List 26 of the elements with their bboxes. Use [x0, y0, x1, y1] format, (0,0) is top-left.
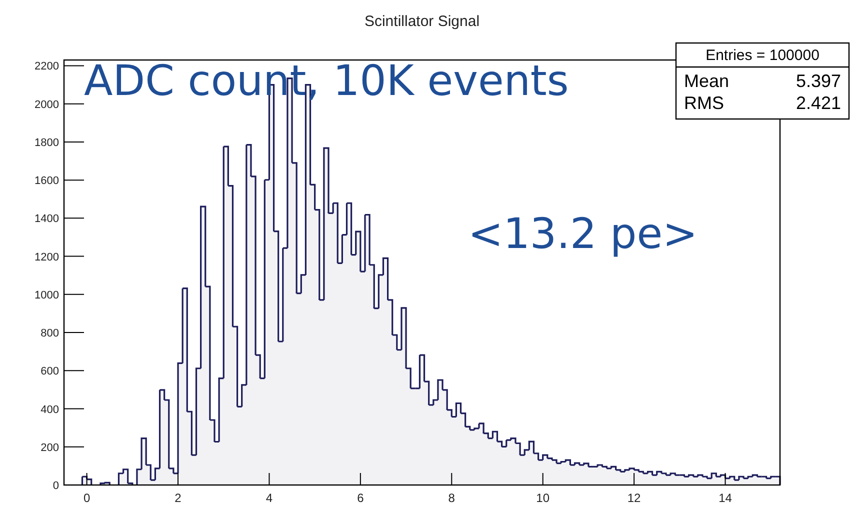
y-tick-label: 800 [40, 328, 59, 340]
x-tick-label: 0 [83, 491, 90, 505]
y-tick-label: 0 [52, 480, 59, 492]
y-tick-label: 1400 [34, 213, 59, 226]
y-tick-label: 1600 [34, 175, 59, 188]
y-tick-label: 2200 [34, 60, 59, 73]
y-tick-label: 200 [40, 442, 59, 454]
x-tick-label: 12 [627, 491, 642, 505]
y-tick-label: 600 [40, 366, 59, 378]
x-tick-label: 14 [718, 491, 732, 505]
x-tick-label: 8 [448, 491, 456, 505]
y-tick-label: 1200 [34, 251, 59, 264]
annotation: ADC count, 10K events [84, 56, 569, 105]
x-tick-label: 2 [174, 491, 182, 505]
x-tick-label: 6 [357, 491, 364, 505]
y-tick-label: 400 [40, 404, 59, 416]
x-tick-label: 10 [536, 491, 550, 505]
chart-title: Scintillator Signal [364, 13, 480, 30]
y-tick-label: 1800 [34, 136, 59, 149]
text: Mean 5.397 [684, 71, 841, 91]
x-tick-label: 4 [266, 491, 273, 505]
annotation: <13.2 pe> [468, 209, 698, 258]
annotation: Entries = 100000 [706, 47, 820, 64]
y-tick-label: 1000 [34, 289, 59, 302]
y-tick-label: 2000 [34, 98, 59, 111]
text: RMS 2.421 [684, 93, 841, 113]
